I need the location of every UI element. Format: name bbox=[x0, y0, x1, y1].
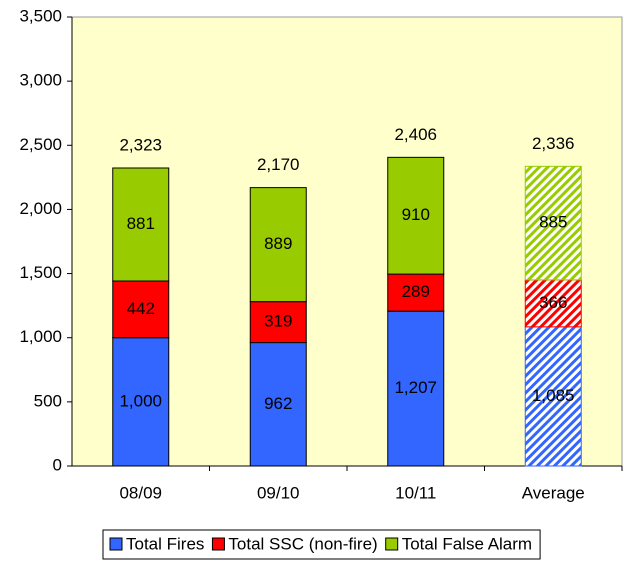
legend-label: Total SSC (non-fire) bbox=[228, 534, 377, 553]
bar-segment bbox=[112, 167, 170, 282]
value-label: 442 bbox=[127, 299, 155, 318]
x-tick-label: 10/11 bbox=[395, 483, 436, 502]
bar-segment bbox=[112, 337, 170, 467]
y-tick-label: 2,500 bbox=[19, 135, 62, 154]
value-label: 289 bbox=[402, 282, 430, 301]
y-tick-label: 1,500 bbox=[19, 263, 62, 282]
legend-label: Total False Alarm bbox=[402, 534, 532, 553]
value-label: 366 bbox=[539, 293, 567, 312]
legend-label: Total Fires bbox=[126, 534, 204, 553]
legend-swatch bbox=[109, 537, 123, 551]
y-tick-label: 3,000 bbox=[19, 71, 62, 90]
value-label: 881 bbox=[127, 214, 155, 233]
value-label: 1,085 bbox=[532, 386, 575, 405]
y-tick-label: 500 bbox=[34, 391, 62, 410]
bar-segment bbox=[112, 280, 170, 339]
value-label: 885 bbox=[539, 213, 567, 232]
value-label: 1,207 bbox=[394, 378, 437, 397]
total-label: 2,406 bbox=[394, 125, 437, 144]
bar-segment bbox=[249, 342, 307, 467]
y-tick-label: 2,000 bbox=[19, 199, 62, 218]
y-tick-label: 0 bbox=[53, 455, 62, 474]
x-tick-label: 08/09 bbox=[119, 483, 162, 502]
legend-swatch bbox=[211, 537, 225, 551]
bar-segment bbox=[524, 165, 582, 281]
total-label: 2,170 bbox=[257, 155, 300, 174]
value-label: 319 bbox=[264, 312, 292, 331]
y-tick-label: 3,500 bbox=[19, 6, 62, 25]
total-label: 2,323 bbox=[119, 135, 162, 154]
bar-segment bbox=[387, 273, 445, 312]
value-label: 889 bbox=[264, 234, 292, 253]
bar-segment bbox=[387, 310, 445, 467]
bar-segment bbox=[249, 301, 307, 344]
bar-segment bbox=[524, 279, 582, 328]
value-label: 1,000 bbox=[119, 391, 162, 410]
legend-box bbox=[102, 529, 541, 560]
x-tick-label: 09/10 bbox=[257, 483, 300, 502]
value-label: 910 bbox=[402, 205, 430, 224]
total-label: 2,336 bbox=[532, 134, 575, 153]
bar-segment bbox=[249, 187, 307, 303]
x-tick-label: Average bbox=[522, 483, 585, 502]
legend-swatch bbox=[385, 537, 399, 551]
bar-segment bbox=[524, 326, 582, 467]
bar-segment bbox=[387, 156, 445, 275]
value-label: 962 bbox=[264, 394, 292, 413]
y-tick-label: 1,000 bbox=[19, 327, 62, 346]
